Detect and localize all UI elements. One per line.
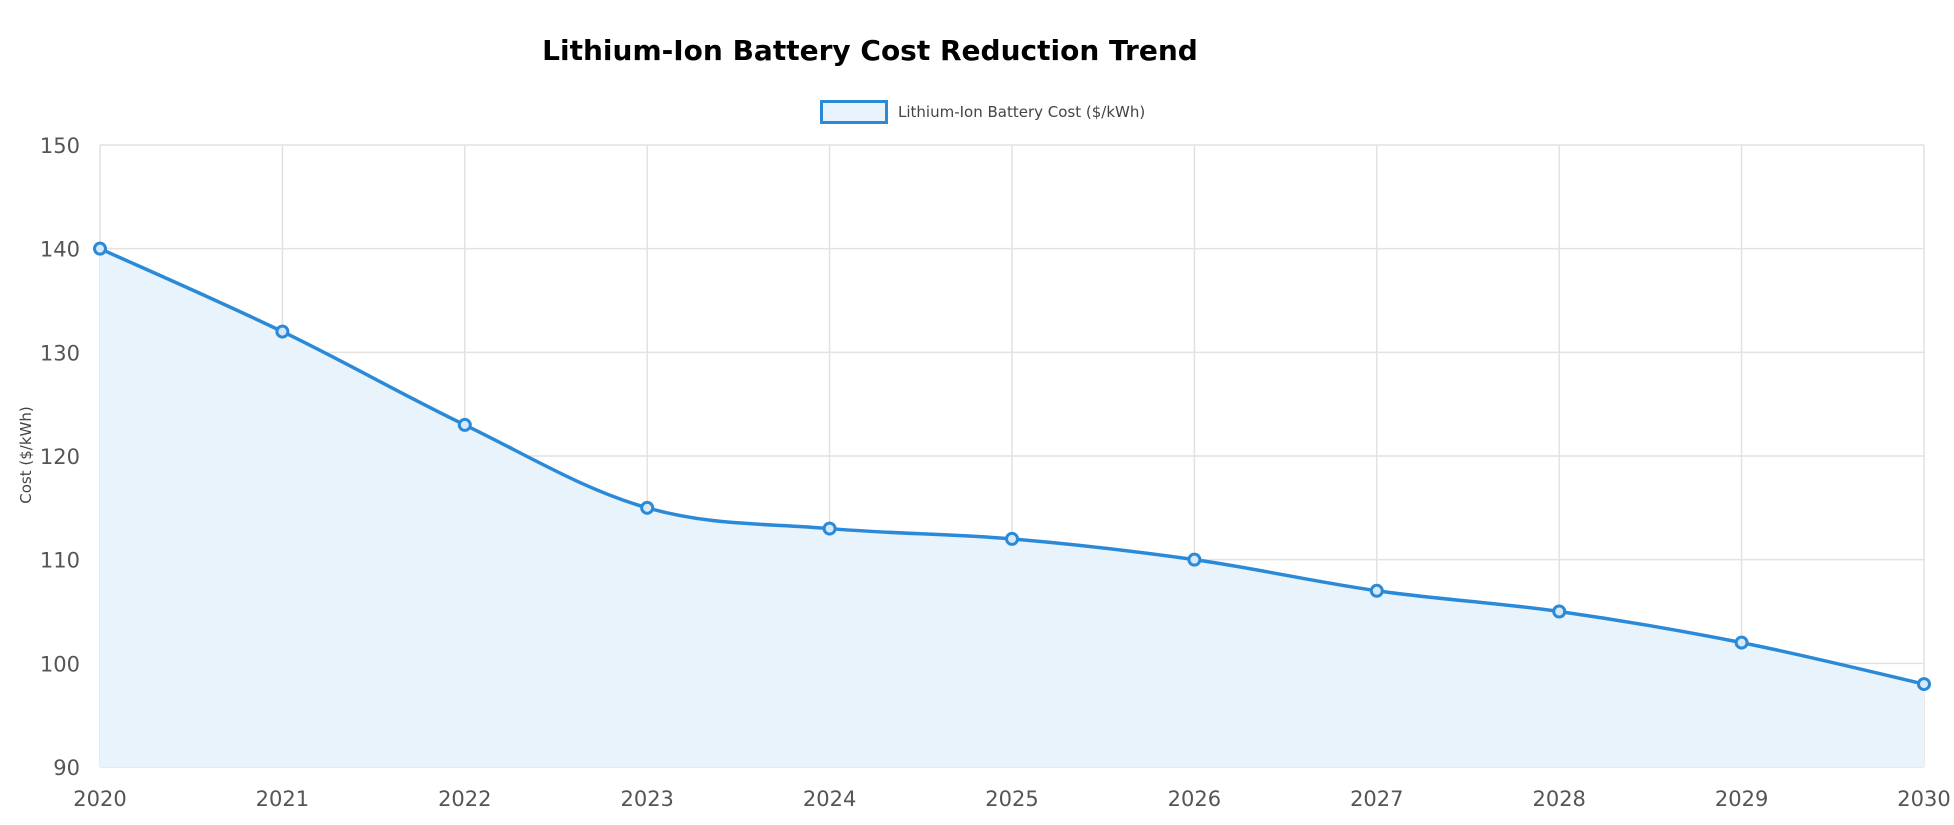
x-tick-label: 2025 bbox=[985, 787, 1038, 811]
data-point-2025[interactable] bbox=[1005, 531, 1019, 546]
y-tick-label: 150 bbox=[40, 134, 80, 158]
x-tick-label: 2029 bbox=[1715, 787, 1768, 811]
y-tick-label: 100 bbox=[40, 652, 80, 676]
y-tick-label: 120 bbox=[40, 445, 80, 469]
data-point-2027[interactable] bbox=[1369, 583, 1384, 598]
x-tick-label: 2030 bbox=[1897, 787, 1950, 811]
legend[interactable]: Lithium-Ion Battery Cost ($/kWh) bbox=[820, 100, 1145, 124]
data-point-2026[interactable] bbox=[1187, 552, 1202, 567]
data-point-2029[interactable] bbox=[1734, 635, 1749, 650]
data-point-2030[interactable] bbox=[1917, 677, 1931, 692]
legend-label: Lithium-Ion Battery Cost ($/kWh) bbox=[898, 103, 1146, 121]
legend-swatch bbox=[820, 100, 888, 124]
data-point-2022[interactable] bbox=[457, 417, 472, 432]
x-tick-label: 2026 bbox=[1168, 787, 1221, 811]
x-axis-ticks: 2020 2021 2022 2023 2024 2025 2026 2027 2028 2029… bbox=[73, 787, 1950, 811]
data-point-2023[interactable] bbox=[640, 500, 655, 515]
y-tick-label: 140 bbox=[40, 238, 80, 262]
y-tick-label: 110 bbox=[40, 549, 80, 573]
area-layer bbox=[100, 248, 1924, 767]
x-tick-label: 2028 bbox=[1532, 787, 1585, 811]
data-point-2021[interactable] bbox=[275, 324, 290, 339]
y-axis-label: Cost ($/kWh) bbox=[17, 406, 35, 503]
series-area-0 bbox=[100, 248, 1924, 767]
data-point-2024[interactable] bbox=[822, 521, 837, 536]
point-layer bbox=[93, 241, 1931, 692]
x-tick-label: 2020 bbox=[73, 787, 126, 811]
x-tick-label: 2021 bbox=[256, 787, 309, 811]
x-tick-label: 2022 bbox=[438, 787, 491, 811]
x-tick-label: 2024 bbox=[803, 787, 856, 811]
y-tick-label: 130 bbox=[40, 341, 80, 365]
chart-title: Lithium-Ion Battery Cost Reduction Trend bbox=[542, 34, 1198, 67]
data-point-2028[interactable] bbox=[1552, 604, 1567, 619]
y-tick-label: 90 bbox=[53, 756, 80, 780]
x-tick-label: 2023 bbox=[620, 787, 673, 811]
data-point-2020[interactable] bbox=[93, 241, 107, 256]
x-tick-label: 2027 bbox=[1350, 787, 1403, 811]
y-axis-ticks: 90 100 110 120 130 140 150 bbox=[40, 134, 80, 780]
